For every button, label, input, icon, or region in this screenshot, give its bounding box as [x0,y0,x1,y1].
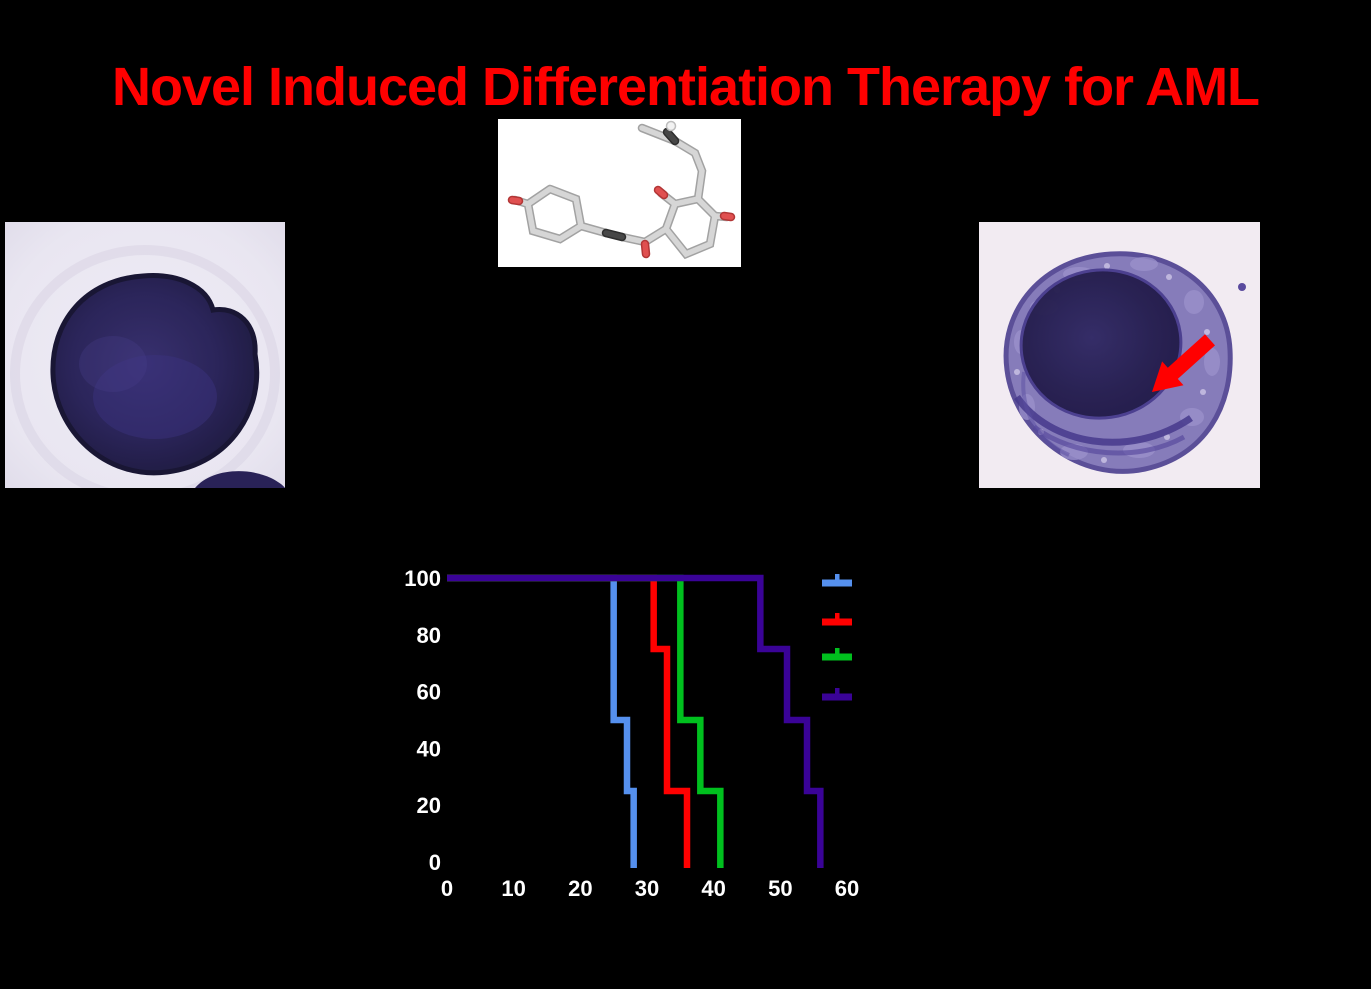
blast-cell-body [50,273,260,476]
molecule-bonds [512,125,730,258]
y-tick-label: 80 [417,623,441,648]
compound-structure-image [507,120,736,260]
compound-structure-figure [498,119,741,267]
page-title: Novel Induced Differentiation Therapy fo… [111,57,1260,118]
y-tick-label: 0 [429,850,441,875]
blast-cell-figure [5,222,285,488]
cell-halo [10,245,280,488]
x-tick-label: 20 [568,876,592,901]
y-tick-label: 40 [417,736,441,761]
molecule-dark-carbons [601,127,680,242]
x-tick-label: 50 [768,876,792,901]
red-arrow-icon [1152,334,1215,392]
x-tick-label: 30 [635,876,659,901]
survival-chart-figure: 0 20 40 60 80 100 0 10 20 30 40 50 60 [395,548,875,908]
y-tick-label: 100 [404,566,441,591]
differentiated-cell-figure [979,222,1260,488]
blast-cell-image [5,222,285,488]
nucleus [1019,268,1183,420]
green-group-curve [447,574,724,868]
y-tick-label: 20 [417,793,441,818]
legend-key-tick-red-group [835,613,840,622]
legend-key-tick-purple-group [835,688,840,697]
legend-key-tick-blue-group [835,574,840,583]
x-tick-label: 10 [501,876,525,901]
chromatin-highlight [93,355,217,439]
membrane-fold [1032,424,1186,456]
red-group-curve [447,574,691,868]
chromatin-highlight [79,336,147,392]
x-tick-label: 0 [441,876,453,901]
debris-speck [1238,283,1246,291]
molecule-hydrogen-ball [665,120,677,132]
differentiated-cell-image [979,222,1260,488]
molecule-oxygen-tips [507,185,736,259]
y-tick-label: 60 [417,680,441,705]
membrane-fold [1014,394,1193,446]
purple-group-curve [447,574,824,868]
neighbor-cell-edge [195,471,285,488]
x-tick-label: 40 [701,876,725,901]
x-tick-label: 60 [835,876,859,901]
membrane-fold [1021,371,1070,457]
survival-chart: 0 20 40 60 80 100 0 10 20 30 40 50 60 [404,566,859,901]
legend-key-tick-green-group [835,648,840,657]
blue-group-curve [447,574,637,868]
